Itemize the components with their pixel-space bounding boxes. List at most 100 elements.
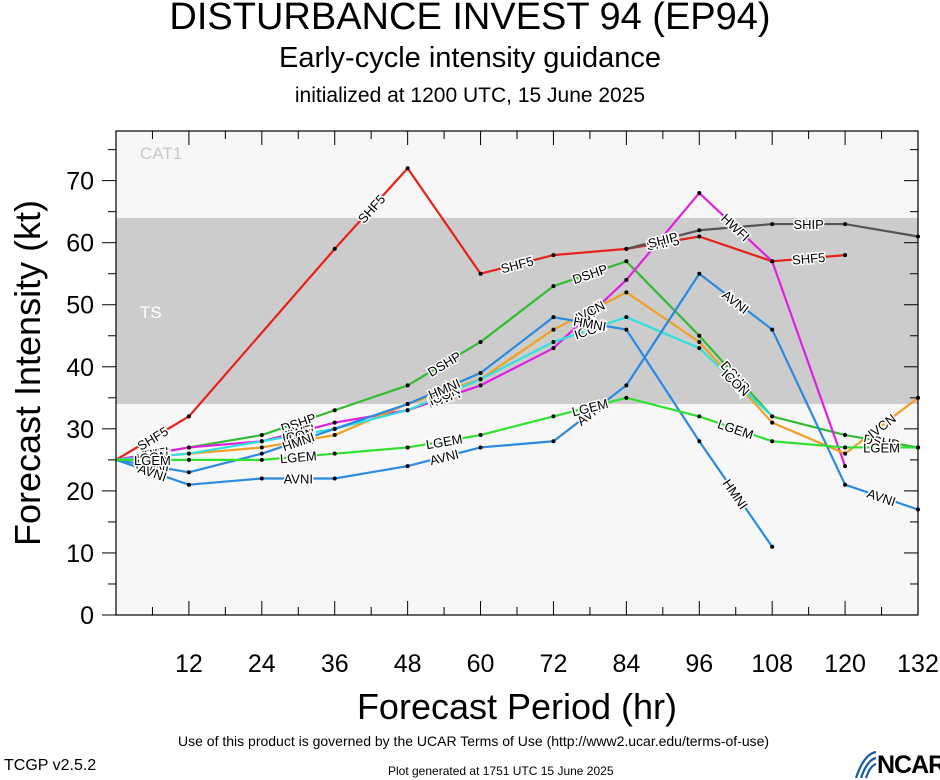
data-point (770, 544, 775, 549)
series-label-ship: SHIP (792, 216, 825, 234)
data-point (186, 457, 191, 462)
x-tick-label: 108 (751, 650, 793, 678)
data-point (697, 346, 702, 351)
series-line-lgem (116, 396, 918, 461)
y-tick-label: 50 (66, 292, 94, 320)
data-point (624, 290, 629, 295)
y-tick-label: 10 (66, 540, 94, 568)
data-point (478, 271, 483, 276)
data-point (770, 439, 775, 444)
series-label-text: SHF5 (791, 250, 825, 268)
version-label: TCGP v2.5.2 (4, 757, 97, 774)
y-tick-label: 0 (80, 602, 94, 630)
series-label-avni: AVNI (282, 470, 314, 488)
data-point (697, 339, 702, 344)
y-tick-label: 70 (66, 168, 94, 196)
data-point (843, 433, 848, 438)
ncar-logo-text: NCAR (877, 751, 940, 779)
x-tick-label: 12 (175, 650, 203, 678)
data-point (478, 339, 483, 344)
data-point (332, 433, 337, 438)
series-label-text: SHIP (793, 217, 823, 232)
data-point (259, 451, 264, 456)
series-line-ivcn (115, 291, 919, 461)
series-label-text: AVNI (284, 471, 313, 486)
data-point (843, 445, 848, 450)
x-tick-label: 96 (685, 650, 713, 678)
series-label-hmni: HMNI (571, 312, 609, 335)
band-label: TS (140, 303, 162, 322)
data-point (770, 414, 775, 419)
data-point (551, 414, 556, 419)
data-point (697, 191, 702, 196)
data-point (697, 439, 702, 444)
series-line-icon (115, 316, 773, 461)
data-point (843, 451, 848, 456)
ncar-logo-icon (854, 750, 877, 779)
data-point (186, 482, 191, 487)
data-point (770, 222, 775, 227)
data-point (551, 339, 556, 344)
series-label-text: HMNI (572, 314, 607, 334)
data-point (332, 408, 337, 413)
series-line-hmni (115, 316, 774, 548)
data-point (551, 315, 556, 320)
intensity-band (116, 404, 918, 615)
series-label-text: ICON (136, 448, 170, 466)
data-point (259, 445, 264, 450)
y-tick-label: 60 (66, 230, 94, 258)
series-label-lgem: LGEM (133, 451, 173, 469)
series-label-text: IVCN (282, 432, 315, 452)
series-label-ivcn: IVCN (135, 447, 170, 468)
data-point (843, 482, 848, 487)
intensity-band (116, 217, 918, 405)
data-point (697, 333, 702, 338)
series-label-text: IVCN (136, 448, 168, 466)
x-tick-label: 24 (248, 650, 276, 678)
data-point (770, 327, 775, 332)
series-label-shf5: SHF5 (644, 232, 682, 255)
data-point (405, 464, 410, 469)
series-label-icon: ICON (134, 447, 171, 468)
data-point (405, 408, 410, 413)
data-point (186, 414, 191, 419)
series-label-dshp: DSHP (132, 442, 173, 466)
data-point (697, 228, 702, 233)
data-point (332, 426, 337, 431)
series-label-shf5: SHF5 (790, 248, 827, 269)
initialization-time: initialized at 1200 UTC, 15 June 2025 (294, 84, 646, 107)
series-label-hwfi: HWFI (133, 442, 171, 465)
series-line-avni (115, 272, 919, 511)
terms-of-use-text: Use of this product is governed by the U… (178, 733, 770, 749)
data-point (624, 327, 629, 332)
series-label-text: LGEM (863, 440, 900, 455)
data-point (551, 327, 556, 332)
x-tick-label: 60 (467, 650, 495, 678)
data-point (697, 414, 702, 419)
chart-title: DISTURBANCE INVEST 94 (EP94) (169, 0, 771, 38)
data-point (478, 383, 483, 388)
x-tick-label: 132 (897, 650, 939, 678)
band-label: CAT1 (140, 144, 182, 163)
data-point (843, 464, 848, 469)
data-point (259, 433, 264, 438)
data-point (697, 234, 702, 239)
y-tick-label: 30 (66, 416, 94, 444)
data-point (478, 377, 483, 382)
data-point (624, 383, 629, 388)
data-point (624, 315, 629, 320)
data-point (259, 457, 264, 462)
data-point (624, 395, 629, 400)
x-tick-label: 48 (394, 650, 422, 678)
y-tick-label: 40 (66, 354, 94, 382)
data-point (405, 383, 410, 388)
series-line-dshp (115, 260, 919, 461)
intensity-band (116, 131, 918, 218)
data-point (551, 439, 556, 444)
data-point (405, 402, 410, 407)
x-tick-label: 84 (612, 650, 640, 678)
data-point (551, 346, 556, 351)
data-point (478, 371, 483, 375)
data-point (259, 439, 264, 444)
